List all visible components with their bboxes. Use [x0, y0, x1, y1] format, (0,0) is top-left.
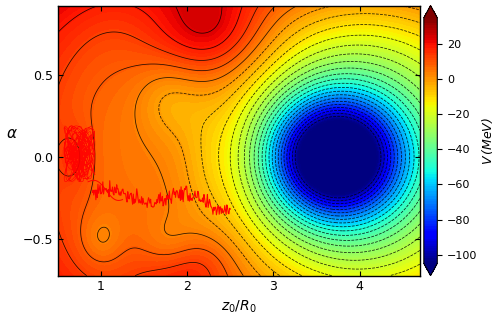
X-axis label: $z_0/R_0$: $z_0/R_0$	[221, 299, 257, 316]
Y-axis label: $\alpha$: $\alpha$	[6, 126, 18, 141]
Y-axis label: $V\,$(MeV): $V\,$(MeV)	[480, 117, 495, 165]
PathPatch shape	[424, 5, 438, 18]
PathPatch shape	[424, 263, 438, 276]
